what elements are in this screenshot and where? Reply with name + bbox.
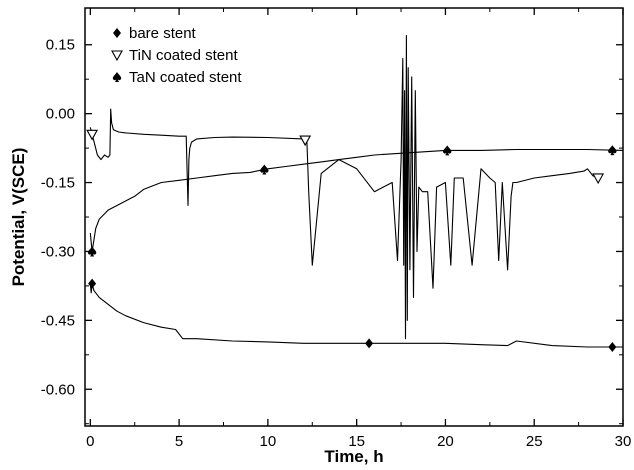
legend-marker-1	[111, 50, 123, 62]
y-tick-label: 0.15	[46, 37, 75, 54]
x-axis-title: Time, h	[324, 447, 383, 466]
data-point-marker-0	[88, 278, 97, 289]
x-tick-label: 0	[86, 433, 94, 450]
series-layer	[89, 35, 623, 348]
y-tick-label: -0.15	[41, 175, 75, 192]
data-point-marker-2	[87, 246, 97, 257]
marker-layer	[86, 129, 617, 352]
legend: bare stent TiN coated stent TaN coated ste…	[111, 25, 242, 86]
series-line-0	[89, 283, 623, 348]
data-point-marker-2	[260, 164, 269, 175]
data-point-marker-1	[299, 135, 312, 147]
x-tick-label: 5	[175, 433, 183, 450]
x-tick-label: 15	[348, 433, 365, 450]
legend-label-2: TaN coated stent	[129, 69, 242, 86]
y-tick-label: -0.60	[41, 381, 75, 398]
data-point-marker-1	[592, 173, 605, 185]
legend-label-0: bare stent	[129, 25, 197, 42]
data-point-marker-0	[365, 338, 374, 349]
data-point-marker-2	[443, 145, 452, 156]
data-point-marker-2	[608, 145, 617, 156]
x-tick-label: 30	[615, 433, 632, 450]
legend-label-1: TiN coated stent	[129, 47, 238, 64]
series-line-2	[89, 148, 623, 253]
y-tick-label: 0.00	[46, 106, 75, 123]
x-tick-label: 20	[437, 433, 454, 450]
legend-marker-0	[113, 28, 121, 38]
y-tick-label: -0.45	[41, 312, 75, 329]
y-tick-label: -0.30	[41, 243, 75, 260]
series-line-1	[89, 35, 599, 340]
x-tick-label: 25	[526, 433, 543, 450]
axis-layer: 0 5 10 15 20 25 30 0.15 0.00 -0.15 -0.30 -0.45 -0.60	[41, 8, 632, 450]
y-axis-title: Potential, V(SCE)	[9, 148, 28, 287]
legend-marker-2	[112, 72, 122, 82]
x-tick-label: 10	[260, 433, 277, 450]
data-point-marker-1	[86, 129, 99, 141]
data-point-marker-0	[608, 341, 617, 352]
